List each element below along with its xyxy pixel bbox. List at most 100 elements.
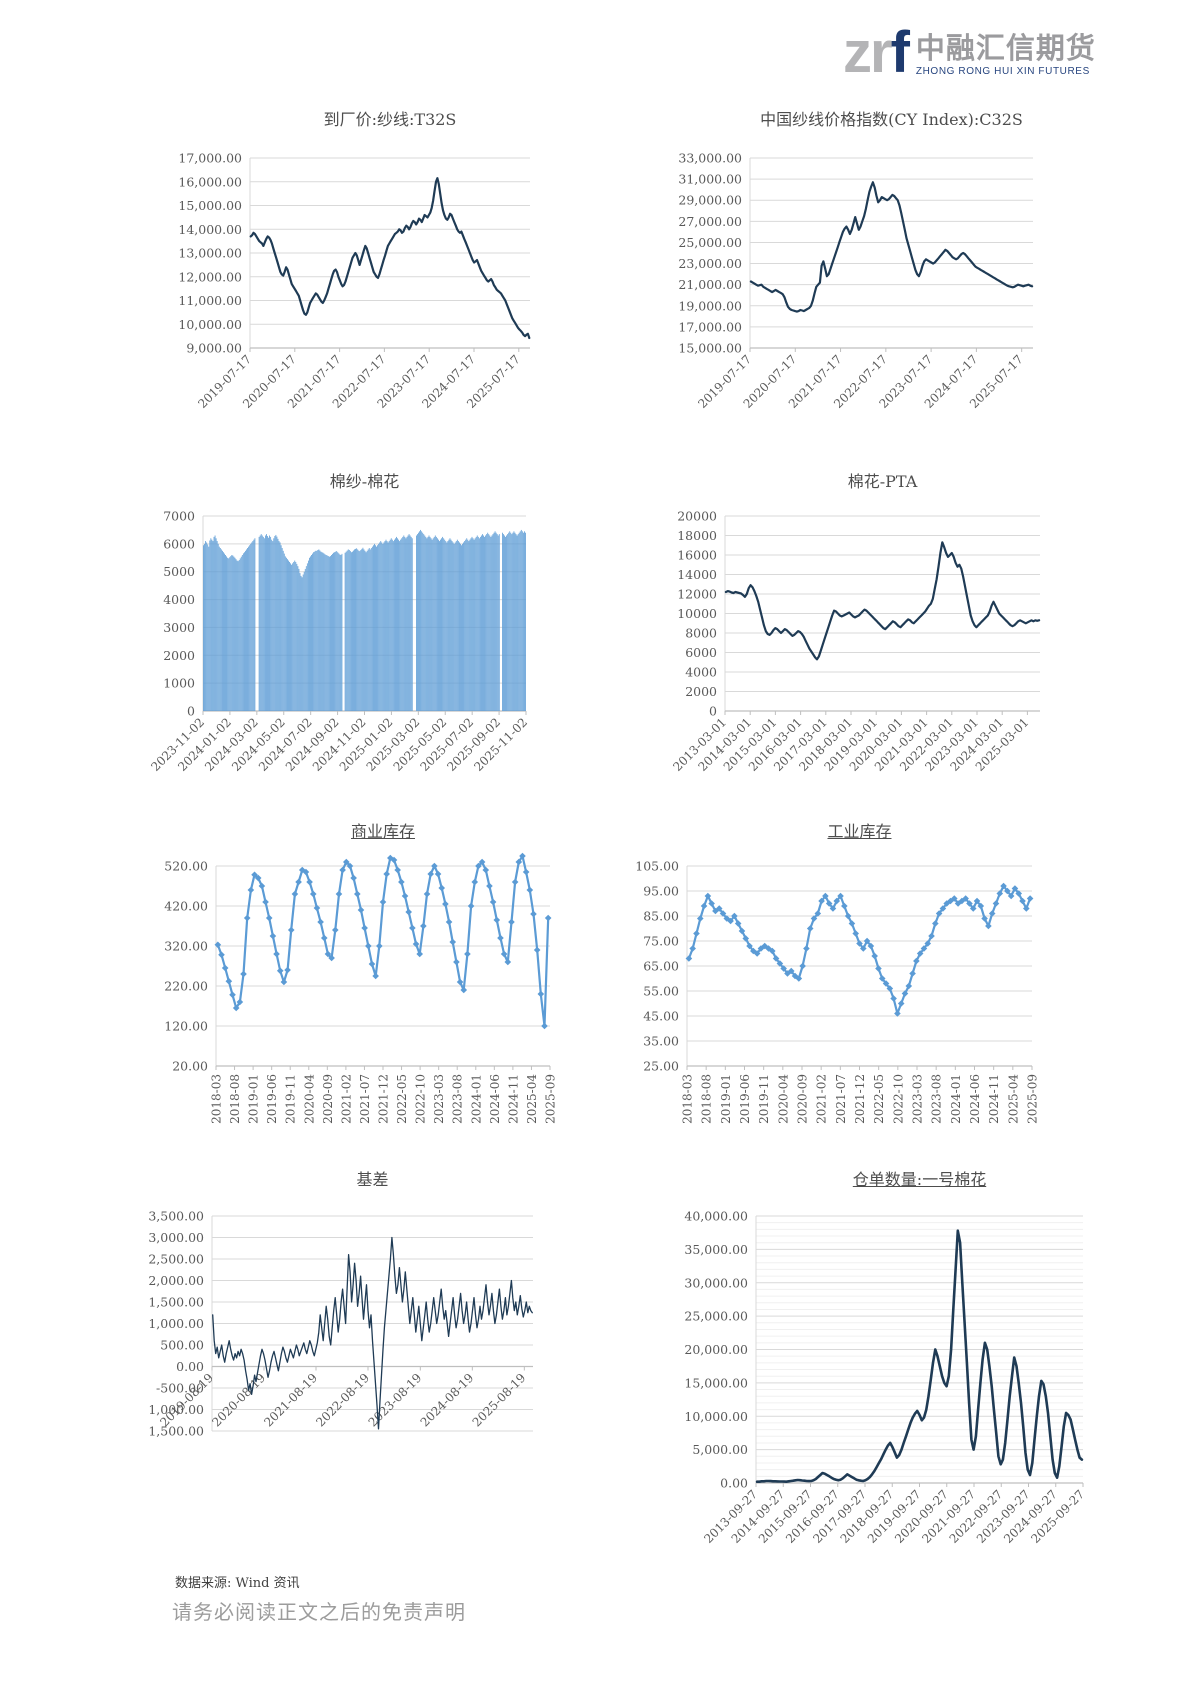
svg-text:-1,000.00: -1,000.00 [148, 1402, 204, 1417]
svg-text:1,000.00: 1,000.00 [148, 1316, 204, 1331]
chart-warehouse-receipts-cotton-no1: 仓单数量:一号棉花 0.00 5,000.00 10,000.00 15,000.00… [636, 1166, 1091, 1576]
svg-text:2025-04: 2025-04 [525, 1074, 539, 1124]
svg-text:2023-03: 2023-03 [911, 1074, 925, 1124]
svg-text:2019-11: 2019-11 [284, 1074, 298, 1124]
svg-text:2024-11: 2024-11 [506, 1074, 520, 1124]
svg-text:10,000.00: 10,000.00 [178, 317, 242, 332]
svg-text:2024-01: 2024-01 [469, 1074, 483, 1124]
svg-text:35,000.00: 35,000.00 [684, 1242, 748, 1257]
svg-text:3,500.00: 3,500.00 [148, 1209, 204, 1224]
svg-text:85.00: 85.00 [643, 909, 679, 924]
svg-text:2000: 2000 [163, 648, 195, 663]
svg-text:17,000.00: 17,000.00 [678, 319, 742, 334]
svg-text:2018-03: 2018-03 [681, 1074, 695, 1124]
svg-text:320.00: 320.00 [164, 939, 208, 954]
svg-text:220.00: 220.00 [164, 979, 208, 994]
disclaimer: 请务必阅读正文之后的免责声明 [172, 1600, 466, 1624]
svg-text:2024-06: 2024-06 [488, 1074, 502, 1124]
data-source: 数据来源: Wind 资讯 [175, 1576, 300, 1591]
svg-text:1000: 1000 [163, 676, 195, 691]
svg-text:31,000.00: 31,000.00 [678, 172, 742, 187]
svg-text:0: 0 [709, 704, 717, 719]
svg-text:5,000.00: 5,000.00 [692, 1442, 748, 1457]
c6-plot: 25.00 35.00 45.00 55.00 65.00 75.00 85.00 95.00… [635, 859, 1039, 1124]
svg-text:2021-02: 2021-02 [339, 1074, 353, 1124]
svg-text:-500.00: -500.00 [156, 1381, 204, 1396]
chart-title: 基差 [356, 1170, 389, 1189]
svg-text:18000: 18000 [677, 528, 717, 543]
svg-text:25,000.00: 25,000.00 [684, 1309, 748, 1324]
svg-text:2020-04: 2020-04 [776, 1074, 790, 1124]
chart-cy-index-c32s: 中国纱线价格指数(CY Index):C32S 15,000.00 17,000.… [648, 106, 1058, 436]
chart-cotton-minus-pta: 棉花-PTA 0 2000 4000 6000 8000 10000 12000 14000 1… [645, 468, 1060, 803]
chart-title: 到厂价:纱线:T32S [323, 110, 457, 129]
company-name-cn: 中融汇信期货 [915, 31, 1096, 65]
svg-text:2020-09: 2020-09 [321, 1074, 335, 1124]
svg-text:2018-03: 2018-03 [210, 1074, 224, 1124]
chart-title: 商业库存 [350, 822, 415, 841]
svg-text:2020-04: 2020-04 [302, 1074, 316, 1124]
svg-text:14000: 14000 [677, 567, 717, 582]
svg-text:2000: 2000 [685, 684, 717, 699]
chart-title: 中国纱线价格指数(CY Index):C32S [760, 110, 1023, 129]
svg-text:16000: 16000 [677, 548, 717, 563]
svg-text:1,500.00: 1,500.00 [148, 1295, 204, 1310]
svg-text:25.00: 25.00 [643, 1059, 679, 1074]
svg-text:40,000.00: 40,000.00 [684, 1209, 748, 1224]
svg-text:2,000.00: 2,000.00 [148, 1273, 204, 1288]
svg-text:0: 0 [187, 704, 195, 719]
svg-text:2018-08: 2018-08 [700, 1074, 714, 1124]
svg-text:2021-07: 2021-07 [358, 1074, 372, 1124]
svg-text:2025-08-19: 2025-08-19 [470, 1371, 529, 1430]
svg-text:2022-05: 2022-05 [395, 1074, 409, 1124]
svg-text:29,000.00: 29,000.00 [678, 193, 742, 208]
svg-text:12000: 12000 [677, 587, 717, 602]
svg-text:2020-09: 2020-09 [796, 1074, 810, 1124]
chart-title: 棉花-PTA [847, 472, 918, 491]
logo-f: f [890, 20, 910, 85]
svg-text:55.00: 55.00 [643, 984, 679, 999]
svg-text:15,000.00: 15,000.00 [178, 198, 242, 213]
svg-text:3,000.00: 3,000.00 [148, 1230, 204, 1245]
svg-text:2019-06: 2019-06 [738, 1074, 752, 1124]
chart-title: 工业库存 [827, 822, 892, 841]
svg-text:45.00: 45.00 [643, 1009, 679, 1024]
svg-text:2021-08-19: 2021-08-19 [261, 1371, 320, 1430]
svg-text:33,000.00: 33,000.00 [678, 151, 742, 166]
svg-text:2022-10: 2022-10 [414, 1074, 428, 1124]
svg-text:2021-02: 2021-02 [815, 1074, 829, 1124]
svg-text:105.00: 105.00 [635, 859, 679, 874]
svg-text:35.00: 35.00 [643, 1034, 679, 1049]
svg-text:9,000.00: 9,000.00 [186, 341, 242, 356]
logo-mark: zrf [843, 24, 910, 82]
svg-text:10000: 10000 [677, 606, 717, 621]
svg-text:2024-08-19: 2024-08-19 [418, 1371, 477, 1430]
svg-text:19,000.00: 19,000.00 [678, 298, 742, 313]
svg-text:2019-06: 2019-06 [265, 1074, 279, 1124]
svg-text:14,000.00: 14,000.00 [178, 222, 242, 237]
c4-plot: 0 2000 4000 6000 8000 10000 12000 14000 16000 180… [670, 509, 1041, 774]
svg-text:15,000.00: 15,000.00 [678, 341, 742, 356]
svg-text:12,000.00: 12,000.00 [178, 269, 242, 284]
svg-text:8000: 8000 [685, 626, 717, 641]
logo-zr: zr [843, 20, 893, 85]
svg-text:2023-08-19: 2023-08-19 [366, 1371, 425, 1430]
svg-text:15,000.00: 15,000.00 [684, 1375, 748, 1390]
svg-text:2024-01: 2024-01 [949, 1074, 963, 1124]
c1-plot: 9,000.00 10,000.00 11,000.00 12,000.00 13,00… [178, 151, 531, 411]
c3-plot: 010002000300040005000600070002023-11-022… [148, 509, 530, 775]
chart-title: 仓单数量:一号棉花 [852, 1170, 987, 1189]
svg-text:20.00: 20.00 [172, 1059, 208, 1074]
svg-text:2024-11: 2024-11 [987, 1074, 1001, 1124]
svg-text:2022-08-19: 2022-08-19 [313, 1371, 372, 1430]
c5-plot: 20.00 120.00 220.00 320.00 420.00 520.00 2018-… [164, 852, 558, 1124]
svg-text:2019-11: 2019-11 [757, 1074, 771, 1124]
svg-text:21,000.00: 21,000.00 [678, 277, 742, 292]
svg-text:520.00: 520.00 [164, 859, 208, 874]
svg-text:4000: 4000 [685, 665, 717, 680]
svg-text:13,000.00: 13,000.00 [178, 246, 242, 261]
svg-text:20,000.00: 20,000.00 [684, 1342, 748, 1357]
svg-text:5000: 5000 [163, 564, 195, 579]
svg-text:65.00: 65.00 [643, 959, 679, 974]
